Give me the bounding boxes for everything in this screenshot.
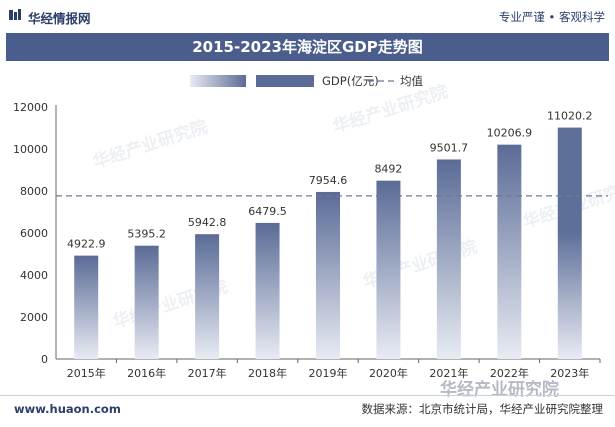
bar-value-label: 4922.9: [67, 238, 106, 251]
bar[interactable]: [316, 191, 340, 359]
footer-divider: [0, 395, 615, 396]
bar[interactable]: [134, 245, 159, 359]
header: 华经情报网 专业严谨 • 客观科学: [0, 0, 615, 32]
y-tick-label: 0: [41, 353, 48, 366]
bar-value-label: 11020.2: [547, 110, 593, 123]
footer: www.huaon.com 数据来源：北京市统计局，华经产业研究院整理: [0, 395, 615, 423]
bar-value-label: 5395.2: [127, 228, 166, 241]
bar-value-label: 9501.7: [430, 141, 469, 154]
y-tick-label: 2000: [20, 311, 48, 324]
legend-swatch-gdp: [256, 75, 314, 87]
x-tick-label: 2020年: [369, 366, 408, 380]
website-link[interactable]: www.huaon.com: [14, 402, 121, 416]
bar-value-label: 6479.5: [248, 205, 287, 218]
bar[interactable]: [74, 255, 99, 359]
bar[interactable]: [376, 180, 401, 359]
y-tick-label: 6000: [20, 227, 48, 240]
chart: GDP(亿元) 均值 0 2000 4000 6000 8000 10000 12000 4922…: [13, 74, 608, 380]
bar[interactable]: [436, 159, 461, 359]
bar-value-label: 8492: [374, 163, 402, 176]
logo-icon: [9, 9, 21, 20]
bar-value-label: 7954.6: [309, 174, 348, 187]
bar[interactable]: [195, 234, 220, 359]
legend-label-average: 均值: [400, 74, 423, 88]
chart-title: 2015-2023年海淀区GDP走势图: [6, 33, 609, 61]
x-tick-label: 2022年: [490, 366, 529, 380]
y-tick-label: 12000: [13, 101, 48, 114]
x-tick-label: 2023年: [550, 366, 589, 380]
bar[interactable]: [557, 127, 582, 359]
y-tick-label: 4000: [20, 269, 48, 282]
legend-label-gdp: GDP(亿元): [322, 74, 379, 88]
bar[interactable]: [255, 222, 280, 359]
data-source: 数据来源：北京市统计局，华经产业研究院整理: [361, 402, 604, 416]
y-tick-label: 8000: [20, 185, 48, 198]
brand-name: 华经情报网: [28, 11, 91, 26]
x-tick-label: 2021年: [429, 366, 468, 380]
x-tick-label: 2017年: [188, 366, 227, 380]
bar-value-label: 10206.9: [487, 127, 533, 140]
x-tick-label: 2019年: [309, 366, 348, 380]
x-tick-label: 2018年: [248, 366, 287, 380]
y-tick-label: 10000: [13, 143, 48, 156]
bar-value-label: 5942.8: [188, 216, 227, 229]
tagline: 专业严谨 • 客观科学: [498, 10, 605, 24]
legend-swatch-gradient: [190, 75, 246, 87]
x-tick-label: 2016年: [127, 366, 166, 380]
x-tick-label: 2015年: [67, 366, 106, 380]
bar[interactable]: [497, 144, 522, 359]
